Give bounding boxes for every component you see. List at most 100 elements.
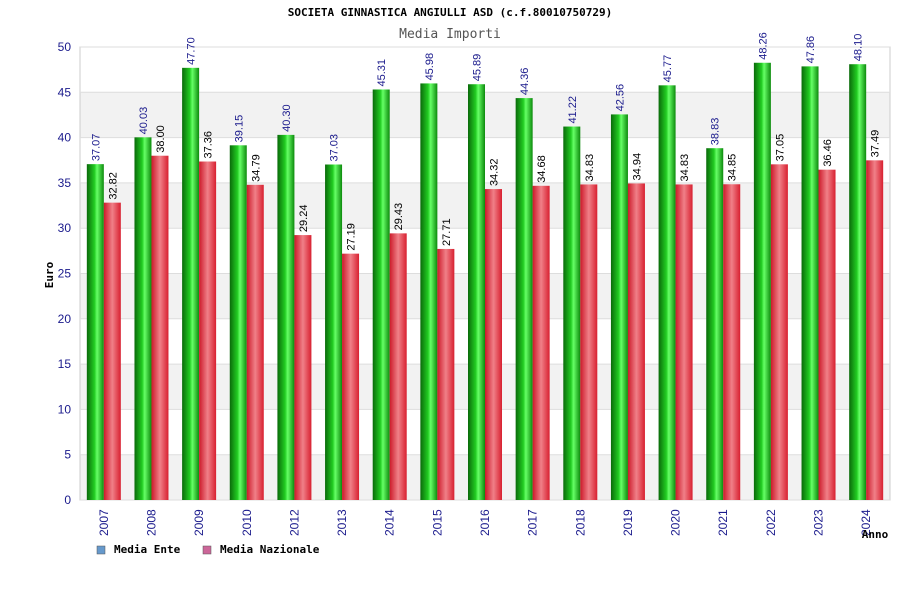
data-label-media-nazionale-2015: 27.71 <box>441 218 453 246</box>
x-axis-label: Anno <box>862 528 889 541</box>
bar-media-nazionale-2010 <box>246 184 264 500</box>
bar-media-nazionale-2007 <box>103 202 121 500</box>
bar-media-nazionale-2014 <box>389 233 407 500</box>
bar-media-ente-2019 <box>610 114 628 500</box>
data-label-media-nazionale-2016: 34.32 <box>489 159 501 187</box>
bar-media-ente-2024 <box>849 64 867 501</box>
bar-media-nazionale-2017 <box>532 185 550 500</box>
legend-label-media-nazionale: Media Nazionale <box>220 543 320 556</box>
data-label-media-nazionale-2010: 34.79 <box>250 154 262 182</box>
data-label-media-ente-2016: 45.89 <box>472 54 484 82</box>
data-label-media-ente-2017: 44.36 <box>519 68 531 96</box>
data-label-media-ente-2007: 37.07 <box>90 134 102 162</box>
bar-media-ente-2009 <box>182 67 200 500</box>
bar-media-ente-2016 <box>468 84 485 500</box>
x-tick-label: 2023 <box>812 509 826 536</box>
bar-media-nazionale-2013 <box>342 253 360 500</box>
data-label-media-ente-2019: 42.56 <box>614 84 626 112</box>
data-label-media-ente-2013: 37.03 <box>329 134 341 162</box>
bar-media-nazionale-2012 <box>294 235 312 500</box>
y-tick-label: 15 <box>58 357 72 371</box>
bar-media-ente-2010 <box>229 145 247 500</box>
data-label-media-nazionale-2008: 38.00 <box>155 125 167 153</box>
y-tick-label: 50 <box>58 40 72 54</box>
bar-media-ente-2018 <box>563 126 581 500</box>
bar-media-ente-2013 <box>325 164 343 501</box>
bar-media-nazionale-2015 <box>437 248 455 500</box>
y-tick-label: 30 <box>58 221 72 235</box>
bar-media-ente-2017 <box>515 98 533 501</box>
data-label-media-ente-2020: 45.77 <box>662 55 674 83</box>
data-label-media-ente-2012: 40.30 <box>281 104 293 132</box>
x-tick-label: 2024 <box>859 509 873 536</box>
bar-media-nazionale-2024 <box>866 160 884 500</box>
x-tick-label: 2022 <box>764 509 778 536</box>
data-label-media-nazionale-2007: 32.82 <box>107 172 119 200</box>
legend-swatch-media-nazionale <box>202 545 212 555</box>
bar-media-nazionale-2020 <box>675 184 693 501</box>
bar-media-ente-2007 <box>86 164 104 500</box>
bar-media-ente-2020 <box>658 85 676 501</box>
x-tick-label: 2007 <box>97 509 111 536</box>
x-tick-label: 2017 <box>526 509 540 536</box>
data-label-media-ente-2018: 41.22 <box>567 96 579 124</box>
y-tick-label: 25 <box>58 267 72 281</box>
bar-media-nazionale-2021 <box>723 184 741 500</box>
data-labels: 37.07 32.82 40.03 38.00 47.70 37.36 39.15 34.79… <box>90 32 881 250</box>
y-tick-label: 45 <box>58 85 72 99</box>
y-axis-ticks: 0 5 10 15 20 25 30 35 40 45 50 <box>58 40 72 507</box>
bar-media-nazionale-2009 <box>199 161 217 500</box>
bar-media-ente-2012 <box>277 134 295 500</box>
y-tick-label: 20 <box>58 312 72 326</box>
x-tick-label: 2009 <box>192 509 206 536</box>
y-tick-label: 0 <box>64 493 71 507</box>
x-tick-label: 2014 <box>383 509 397 536</box>
y-axis-label: Euro <box>43 261 56 288</box>
data-label-media-nazionale-2022: 37.05 <box>774 134 786 162</box>
bar-media-nazionale-2023 <box>818 169 836 500</box>
chart-subtitle: Media Importi <box>399 27 501 42</box>
x-tick-label: 2013 <box>335 509 349 536</box>
data-label-media-nazionale-2013: 27.19 <box>346 223 358 251</box>
x-tick-label: 2016 <box>478 509 492 536</box>
legend-label-media-ente: Media Ente <box>114 543 181 556</box>
x-tick-label: 2020 <box>669 509 683 536</box>
data-label-media-ente-2008: 40.03 <box>138 107 150 135</box>
bar-media-nazionale-2016 <box>485 189 502 501</box>
chart-title: SOCIETA GINNASTICA ANGIULLI ASD (c.f.800… <box>288 6 613 19</box>
x-tick-label: 2010 <box>240 509 254 536</box>
bar-media-nazionale-2019 <box>627 183 645 500</box>
x-tick-label: 2021 <box>716 509 730 536</box>
bar-media-ente-2023 <box>801 66 819 500</box>
x-tick-label: 2012 <box>287 509 301 536</box>
y-tick-label: 5 <box>64 448 71 462</box>
data-label-media-nazionale-2023: 36.46 <box>822 139 834 167</box>
data-label-media-ente-2023: 47.86 <box>805 36 817 64</box>
data-label-media-ente-2022: 48.26 <box>757 32 769 60</box>
x-axis-ticks: 2007 2008 2009 2010 2012 2013 2014 2015 2016 2017… <box>97 509 873 536</box>
y-tick-label: 40 <box>58 131 72 145</box>
data-label-media-nazionale-2018: 34.83 <box>584 154 596 182</box>
data-label-media-nazionale-2024: 37.49 <box>870 130 882 158</box>
legend: Media Ente Media Nazionale <box>96 543 320 556</box>
bar-media-ente-2015 <box>420 83 438 500</box>
data-label-media-ente-2009: 47.70 <box>186 37 198 65</box>
data-label-media-nazionale-2014: 29.43 <box>393 203 405 231</box>
data-label-media-ente-2010: 39.15 <box>233 115 245 143</box>
bar-media-ente-2022 <box>753 62 771 500</box>
legend-swatch-media-ente <box>96 545 106 555</box>
bar-media-nazionale-2022 <box>770 164 788 500</box>
data-label-media-ente-2021: 38.83 <box>710 118 722 146</box>
bar-media-ente-2021 <box>706 148 724 500</box>
data-label-media-nazionale-2009: 37.36 <box>203 131 215 159</box>
x-tick-label: 2015 <box>430 509 444 536</box>
bars <box>86 62 884 501</box>
bar-media-nazionale-2018 <box>580 184 598 501</box>
data-label-media-nazionale-2019: 34.94 <box>631 153 643 181</box>
data-label-media-nazionale-2012: 29.24 <box>298 205 310 233</box>
y-tick-label: 35 <box>58 176 72 190</box>
x-tick-label: 2018 <box>573 509 587 536</box>
data-label-media-ente-2015: 45.98 <box>424 53 436 81</box>
